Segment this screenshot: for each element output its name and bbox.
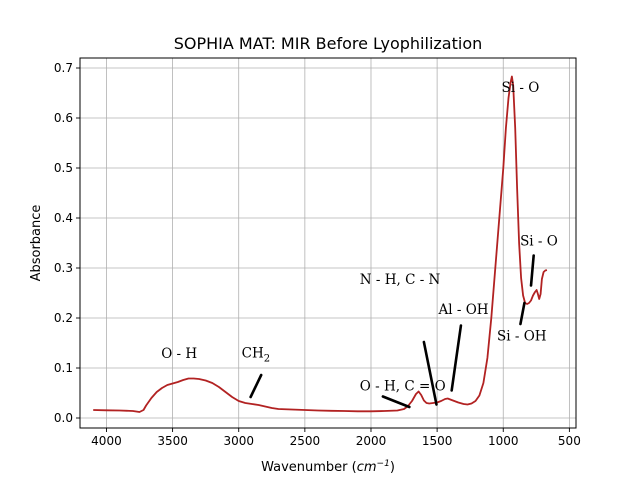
- y-tick-label: 0.1: [54, 361, 73, 375]
- annotation-label: N - H, C - N: [360, 272, 441, 288]
- absorbance-series-line: [93, 75, 548, 413]
- x-tick-label: 3000: [223, 434, 254, 448]
- annotation-arrow: [381, 395, 411, 409]
- annotation-arrow: [450, 324, 463, 392]
- x-axis-unit-exponent: −1: [377, 459, 390, 469]
- y-tick-label: 0.7: [54, 61, 73, 75]
- y-tick-label: 0.6: [54, 111, 73, 125]
- y-tick-label: 0.4: [54, 211, 73, 225]
- x-axis-label-close-paren: ): [390, 460, 395, 475]
- annotation-arrow: [422, 340, 438, 406]
- annotation-label: O - H, C = O: [360, 379, 446, 395]
- y-tick-label: 0.3: [54, 261, 73, 275]
- annotation-label: Si - OH: [497, 329, 547, 345]
- annotation-label: O - H: [161, 346, 197, 362]
- annotation-label: Si - O: [520, 234, 558, 250]
- x-tick-label: 3500: [157, 434, 188, 448]
- annotation-label: Al - OH: [438, 302, 489, 318]
- annotation-label: Si - O: [502, 80, 540, 96]
- gridlines: [80, 58, 576, 428]
- annotation-arrow: [249, 373, 263, 399]
- chart-title: SOPHIA MAT: MIR Before Lyophilization: [174, 34, 483, 53]
- annotation-arrow: [519, 301, 526, 326]
- annotation-layer: O - H CH2 O - H, C = O N - H, C - N Al - OH S…: [161, 80, 558, 409]
- x-tick-label: 1500: [422, 434, 453, 448]
- y-tick-label: 0.5: [54, 161, 73, 175]
- tick-layer: 4000 3500 3000 2500 2000 1500 1000 500 0.0 0.1 0.2…: [54, 61, 581, 448]
- x-axis-label: Wavenumber (cm−1): [261, 459, 395, 475]
- x-tick-label: 500: [558, 434, 581, 448]
- x-axis-label-open-paren: (: [348, 460, 357, 475]
- series-layer: [93, 75, 548, 413]
- annotation-arrow: [529, 254, 535, 287]
- y-axis-label: Absorbance: [29, 205, 44, 282]
- x-tick-label: 2000: [356, 434, 387, 448]
- x-tick-label: 4000: [91, 434, 122, 448]
- y-tick-label: 0.0: [54, 411, 73, 425]
- annotation-label: CH2: [242, 346, 270, 365]
- x-tick-label: 2500: [290, 434, 321, 448]
- x-axis-label-text: Wavenumber: [261, 460, 348, 475]
- y-tick-label: 0.2: [54, 311, 73, 325]
- plot-frame: [79, 57, 577, 429]
- x-axis-unit: cm: [357, 460, 377, 475]
- x-tick-label: 1000: [488, 434, 519, 448]
